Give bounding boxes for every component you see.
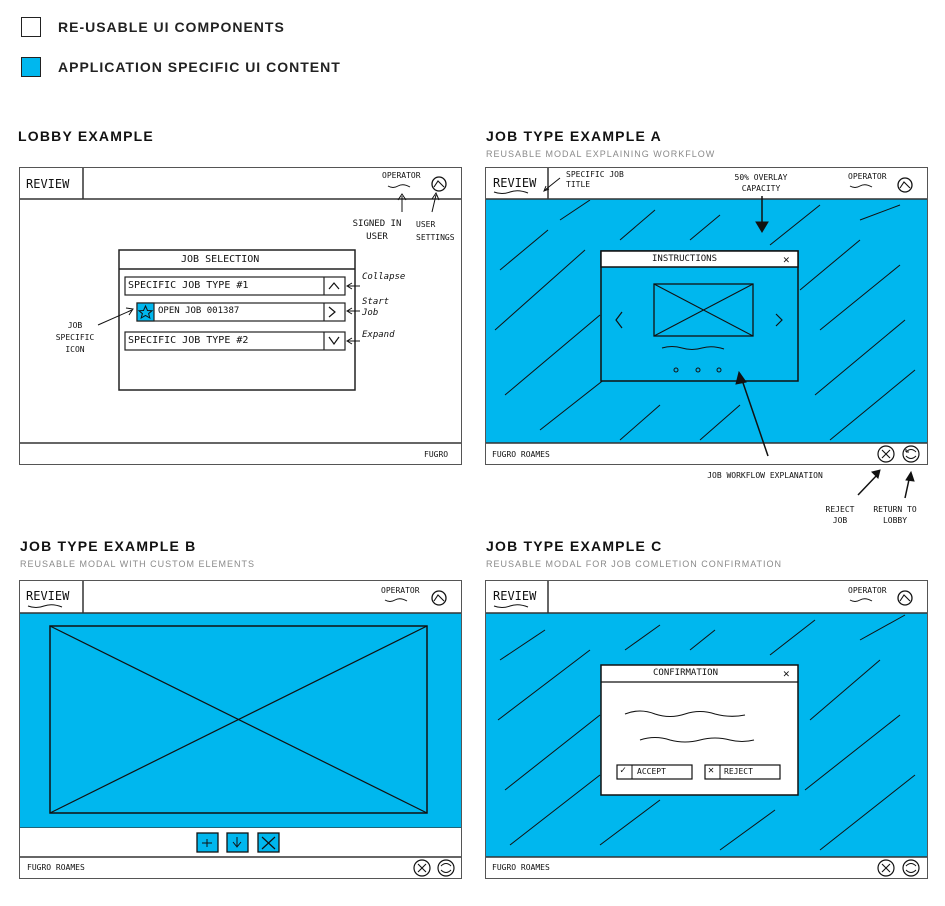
job-b-user-icon xyxy=(431,590,447,606)
job-a-section-title: JOB TYPE EXAMPLE A xyxy=(486,128,662,144)
next-arrow-icon xyxy=(775,313,783,327)
annotation-collapse: Collapse xyxy=(362,272,406,282)
job-c-modal-title: CONFIRMATION xyxy=(653,668,719,678)
user-settings-icon xyxy=(431,176,447,192)
reject-job-icon xyxy=(877,445,895,463)
lobby-row-1[interactable]: SPECIFIC JOB TYPE #1 xyxy=(128,280,249,291)
annotation-workflow-explanation: JOB WORKFLOW EXPLANATION xyxy=(707,471,823,480)
job-c-section-subtitle: REUSABLE MODAL FOR JOB COMLETION CONFIRM… xyxy=(486,559,783,569)
job-b-section-subtitle: REUSABLE MODAL WITH CUSTOM ELEMENTS xyxy=(20,559,256,569)
annotation-overlay: 50% OVERLAY CAPACITY xyxy=(734,173,788,193)
job-b-section-title: JOB TYPE EXAMPLE B xyxy=(20,538,197,554)
lobby-app-title[interactable]: REVIEW xyxy=(26,177,70,191)
job-c-section-title: JOB TYPE EXAMPLE C xyxy=(486,538,663,554)
lobby-operator-label: OPERATOR xyxy=(382,171,421,180)
job-b-operator-label: OPERATOR xyxy=(381,586,420,595)
annotation-user-settings: USER SETTINGS xyxy=(416,220,455,242)
job-c-reject-icon xyxy=(877,859,895,877)
job-c-user-icon xyxy=(897,590,913,606)
lobby-section-title: LOBBY EXAMPLE xyxy=(18,128,154,144)
accept-check-icon[interactable]: ✓ xyxy=(620,765,627,776)
job-a-footer-label: FUGRO ROAMES xyxy=(492,450,550,459)
lobby-footer-label: FUGRO xyxy=(424,450,449,459)
lobby-row-2[interactable]: OPEN JOB 001387 xyxy=(158,306,240,316)
prev-arrow-icon xyxy=(615,311,623,329)
chevron-up-icon xyxy=(328,282,340,290)
job-a-section-subtitle: REUSABLE MODAL EXPLAINING WORKFLOW xyxy=(486,149,716,159)
job-c-close-icon[interactable]: ✕ xyxy=(783,667,790,680)
legend-reusable-swatch xyxy=(21,17,41,37)
job-b-app-title[interactable]: REVIEW xyxy=(26,589,70,603)
chevron-down-icon xyxy=(328,336,340,346)
annotation-job-specific-icon: JOB SPECIFIC ICON xyxy=(55,321,95,354)
annotation-specific-job-title: SPECIFIC JOB TITLE xyxy=(566,170,624,189)
job-b-reject-icon xyxy=(413,859,431,877)
reject-button[interactable]: REJECT xyxy=(724,767,753,776)
annotation-return-lobby: RETURN TO LOBBY xyxy=(873,505,917,525)
job-a-close-icon[interactable]: ✕ xyxy=(783,253,790,266)
lobby-modal-title: JOB SELECTION xyxy=(181,254,260,265)
job-c-footer-label: FUGRO ROAMES xyxy=(492,863,550,872)
job-a-app-title[interactable]: REVIEW xyxy=(493,176,537,190)
return-to-lobby-icon xyxy=(902,445,920,463)
annotation-reject-job: REJECT JOB xyxy=(825,505,855,525)
lobby-row-3[interactable]: SPECIFIC JOB TYPE #2 xyxy=(128,335,249,346)
job-a-operator-label: OPERATOR xyxy=(848,172,887,181)
chevron-right-icon xyxy=(328,306,336,318)
legend-specific-swatch xyxy=(21,57,41,77)
job-a-modal-title: INSTRUCTIONS xyxy=(652,254,718,264)
reject-x-icon[interactable]: ✕ xyxy=(708,765,715,776)
job-c-return-icon xyxy=(902,859,920,877)
job-a-user-icon xyxy=(897,177,913,193)
annotation-signed-in: SIGNED IN USER xyxy=(352,219,402,242)
annotation-start-job: Start Job xyxy=(362,297,390,318)
star-icon xyxy=(137,304,154,320)
job-c-app-title[interactable]: REVIEW xyxy=(493,589,537,603)
accept-button[interactable]: ACCEPT xyxy=(637,767,666,776)
annotation-expand: Expand xyxy=(362,330,395,340)
job-b-footer-label: FUGRO ROAMES xyxy=(27,863,85,872)
legend-specific-label: APPLICATION SPECIFIC UI CONTENT xyxy=(58,59,341,75)
legend-reusable-label: RE-USABLE UI COMPONENTS xyxy=(58,19,285,35)
job-c-operator-label: OPERATOR xyxy=(848,586,887,595)
job-b-return-icon xyxy=(437,859,455,877)
